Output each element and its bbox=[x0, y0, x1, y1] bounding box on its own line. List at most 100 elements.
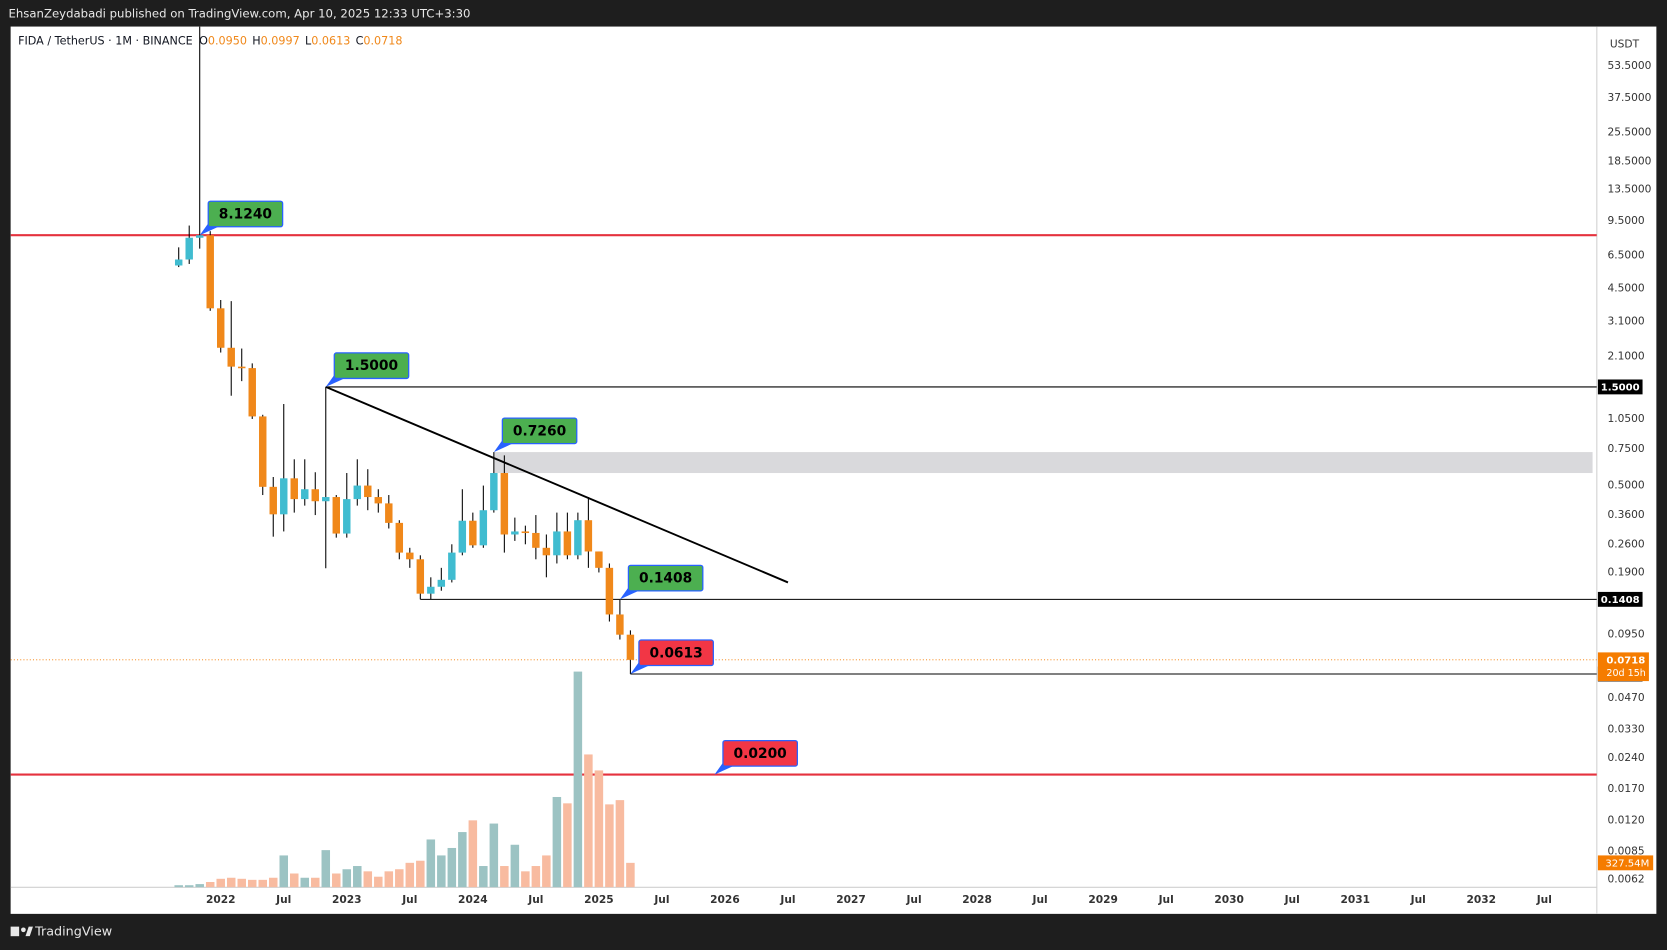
y-tick-label: 1.0500 bbox=[1607, 412, 1644, 425]
annotation-label: 0.1408 bbox=[639, 571, 692, 587]
volume-tag-label: 327.54M bbox=[1605, 858, 1649, 869]
volume-bar bbox=[405, 862, 415, 888]
volume-tag bbox=[1597, 855, 1654, 871]
x-tick-label: Jul bbox=[653, 893, 669, 906]
candle-body bbox=[574, 520, 582, 556]
candle-body bbox=[227, 347, 235, 367]
annotation-label: 1.5000 bbox=[345, 358, 398, 374]
candle-body bbox=[437, 579, 446, 587]
x-tick-label: Jul bbox=[1536, 893, 1552, 906]
candle-body bbox=[343, 499, 351, 534]
candle-body bbox=[353, 485, 362, 500]
current-price-tag bbox=[1597, 652, 1649, 682]
candle-body bbox=[248, 368, 256, 417]
y-tick-label: 0.1900 bbox=[1607, 565, 1644, 578]
volume-bar bbox=[426, 839, 436, 888]
volume-bar bbox=[353, 866, 362, 888]
x-tick-label: Jul bbox=[275, 893, 291, 906]
y-tick-label: 0.0950 bbox=[1607, 628, 1644, 641]
volume-bar bbox=[521, 871, 530, 888]
candle-body bbox=[185, 237, 193, 260]
publisher: EhsanZeydabadi published on TradingView.… bbox=[9, 6, 471, 20]
candle-body bbox=[217, 308, 225, 348]
x-tick-label: Jul bbox=[1032, 893, 1048, 906]
candle-body bbox=[301, 489, 309, 500]
candle-body bbox=[290, 478, 298, 500]
legend-key: O bbox=[199, 34, 208, 47]
annotation-label: 0.0200 bbox=[734, 746, 787, 762]
annotation-box bbox=[627, 564, 704, 592]
x-tick-label: Jul bbox=[1284, 893, 1300, 906]
legend: FIDA / TetherUS · 1M · BINANCE O0.0950 H0.… bbox=[18, 34, 402, 47]
candle-body bbox=[195, 235, 204, 238]
legend-key: H bbox=[252, 34, 260, 47]
volume-bar bbox=[542, 855, 551, 888]
y-tick-label: 0.0170 bbox=[1607, 782, 1644, 795]
candle-body bbox=[458, 520, 467, 553]
volume-bar bbox=[468, 820, 478, 888]
candle-body bbox=[364, 485, 372, 498]
y-tick-label: 0.5000 bbox=[1607, 479, 1644, 492]
candle-body bbox=[406, 552, 414, 560]
legend-key: L bbox=[305, 34, 312, 47]
x-tick-label: 2029 bbox=[1088, 893, 1118, 906]
volume-bar bbox=[584, 754, 593, 888]
volume-bar bbox=[447, 847, 457, 888]
volume-bar bbox=[615, 800, 625, 888]
y-tick-label: 0.0120 bbox=[1607, 813, 1644, 826]
volume-bar bbox=[290, 873, 299, 888]
volume-bar bbox=[311, 877, 320, 888]
price-tag-label: 0.1408 bbox=[1601, 595, 1640, 606]
volume-bar bbox=[626, 862, 635, 888]
volume-bar bbox=[332, 873, 341, 888]
legend-value: 0.0718 bbox=[363, 34, 402, 47]
candle-body bbox=[511, 531, 519, 535]
y-tick-label: 18.5000 bbox=[1607, 154, 1651, 167]
candle-body bbox=[395, 522, 404, 553]
legend-value: 0.0613 bbox=[311, 34, 350, 47]
axes: 53.5000 37.5000 25.5000 18.5000 13.5000 9.500… bbox=[206, 59, 1654, 906]
candle-body bbox=[238, 366, 246, 369]
legend-symbol: FIDA / TetherUS · 1M · BINANCE bbox=[18, 34, 193, 47]
candle-body bbox=[280, 478, 288, 515]
candle-body bbox=[521, 531, 530, 534]
volume-bar bbox=[384, 871, 394, 888]
volume-bar bbox=[300, 877, 310, 888]
candle-body bbox=[174, 259, 183, 266]
candle-body bbox=[616, 614, 624, 635]
volume-bar bbox=[258, 879, 267, 888]
current-price-label: 0.0718 bbox=[1606, 655, 1645, 666]
y-tick-label: 0.7500 bbox=[1607, 442, 1644, 455]
candle-body bbox=[500, 473, 509, 535]
annotation-label: 0.7260 bbox=[513, 423, 566, 439]
candle-body bbox=[595, 551, 603, 568]
x-tick-label: 2026 bbox=[710, 893, 740, 906]
candle-body bbox=[385, 503, 393, 523]
volume-bar bbox=[174, 885, 183, 888]
plot: 8.1240 1.5000 0.7260 0.1408 0.0613 0.0200 bbox=[10, 26, 1597, 888]
candle-body bbox=[584, 520, 593, 552]
volume-bar bbox=[226, 877, 236, 888]
volume-bar bbox=[594, 770, 604, 888]
x-tick-label: Jul bbox=[401, 893, 417, 906]
price-tag-label: 1.5000 bbox=[1601, 382, 1640, 393]
volume-bar bbox=[268, 877, 278, 888]
annotation-box bbox=[722, 739, 799, 767]
x-tick-label: 2031 bbox=[1340, 893, 1370, 906]
y-tick-label: 9.5000 bbox=[1607, 214, 1644, 227]
y-tick-label: 0.3600 bbox=[1607, 508, 1644, 521]
y-tick-label: 25.5000 bbox=[1607, 126, 1651, 139]
candle-body bbox=[311, 489, 319, 502]
y-tick-label: 37.5000 bbox=[1607, 91, 1651, 104]
candle-body bbox=[626, 634, 635, 660]
volume-bar bbox=[342, 869, 352, 888]
volume-bar bbox=[531, 866, 541, 888]
y-tick-label: 53.5000 bbox=[1607, 59, 1651, 72]
volume-bar bbox=[479, 866, 488, 888]
x-tick-label: Jul bbox=[905, 893, 921, 906]
volume-bar bbox=[374, 876, 383, 888]
volume-bar bbox=[416, 860, 425, 888]
candle-body bbox=[206, 235, 214, 309]
candle-body bbox=[416, 559, 425, 594]
